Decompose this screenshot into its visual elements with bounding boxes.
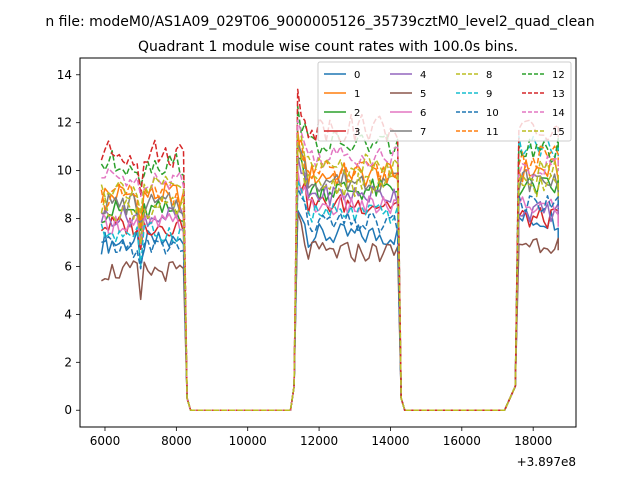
x-tick-label: 8000 xyxy=(161,434,192,448)
legend-label-4: 4 xyxy=(420,70,426,81)
x-axis-offset-label: +3.897e8 xyxy=(517,455,576,469)
legend-box xyxy=(317,61,572,142)
series-line-0 xyxy=(100,208,559,411)
chart-title: Quadrant 1 module wise count rates with … xyxy=(138,39,518,55)
legend-label-11: 11 xyxy=(486,127,499,138)
series-line-5 xyxy=(101,211,559,411)
y-tick-label: 8 xyxy=(64,212,72,226)
legend-label-12: 12 xyxy=(552,70,565,81)
series-line-15 xyxy=(100,134,559,411)
x-tick-label: 6000 xyxy=(90,434,121,448)
legend-label-0: 0 xyxy=(354,70,360,81)
series-line-8 xyxy=(100,146,559,411)
legend-label-6: 6 xyxy=(420,108,426,119)
x-tick-label: 14000 xyxy=(371,434,409,448)
x-axis: 6000 8000 10000 12000 14000 16000 18000 xyxy=(90,427,552,448)
legend-label-14: 14 xyxy=(552,108,565,119)
y-tick-label: 14 xyxy=(57,68,72,82)
y-tick-label: 0 xyxy=(64,403,72,417)
series-line-12 xyxy=(100,105,559,411)
y-tick-label: 6 xyxy=(64,259,72,273)
legend-label-9: 9 xyxy=(486,89,492,100)
x-tick-label: 18000 xyxy=(514,434,552,448)
series-line-11 xyxy=(100,137,559,411)
series-line-3 xyxy=(100,176,559,411)
series-line-1 xyxy=(100,129,559,411)
legend-label-3: 3 xyxy=(354,127,360,138)
y-tick-label: 10 xyxy=(57,164,72,178)
legend-label-13: 13 xyxy=(552,89,565,100)
legend-label-7: 7 xyxy=(420,127,426,138)
legend-label-5: 5 xyxy=(420,89,426,100)
y-tick-label: 2 xyxy=(64,355,72,369)
y-axis: 0 2 4 6 8 10 12 14 xyxy=(57,68,80,417)
x-tick-label: 16000 xyxy=(443,434,481,448)
y-tick-label: 4 xyxy=(64,307,72,321)
x-tick-label: 12000 xyxy=(300,434,338,448)
legend-label-2: 2 xyxy=(354,108,360,119)
series-line-6 xyxy=(100,169,559,411)
legend-label-1: 1 xyxy=(354,89,360,100)
series-layer xyxy=(100,88,559,411)
y-tick-label: 12 xyxy=(57,116,72,130)
legend-label-10: 10 xyxy=(486,108,499,119)
axes-frame xyxy=(79,57,577,428)
legend-label-15: 15 xyxy=(552,127,565,138)
legend-label-8: 8 xyxy=(486,70,492,81)
x-tick-label: 10000 xyxy=(229,434,267,448)
figure-suptitle: n file: modeM0/AS1A09_029T06_9000005126_… xyxy=(45,14,594,30)
series-line-10 xyxy=(101,186,559,411)
